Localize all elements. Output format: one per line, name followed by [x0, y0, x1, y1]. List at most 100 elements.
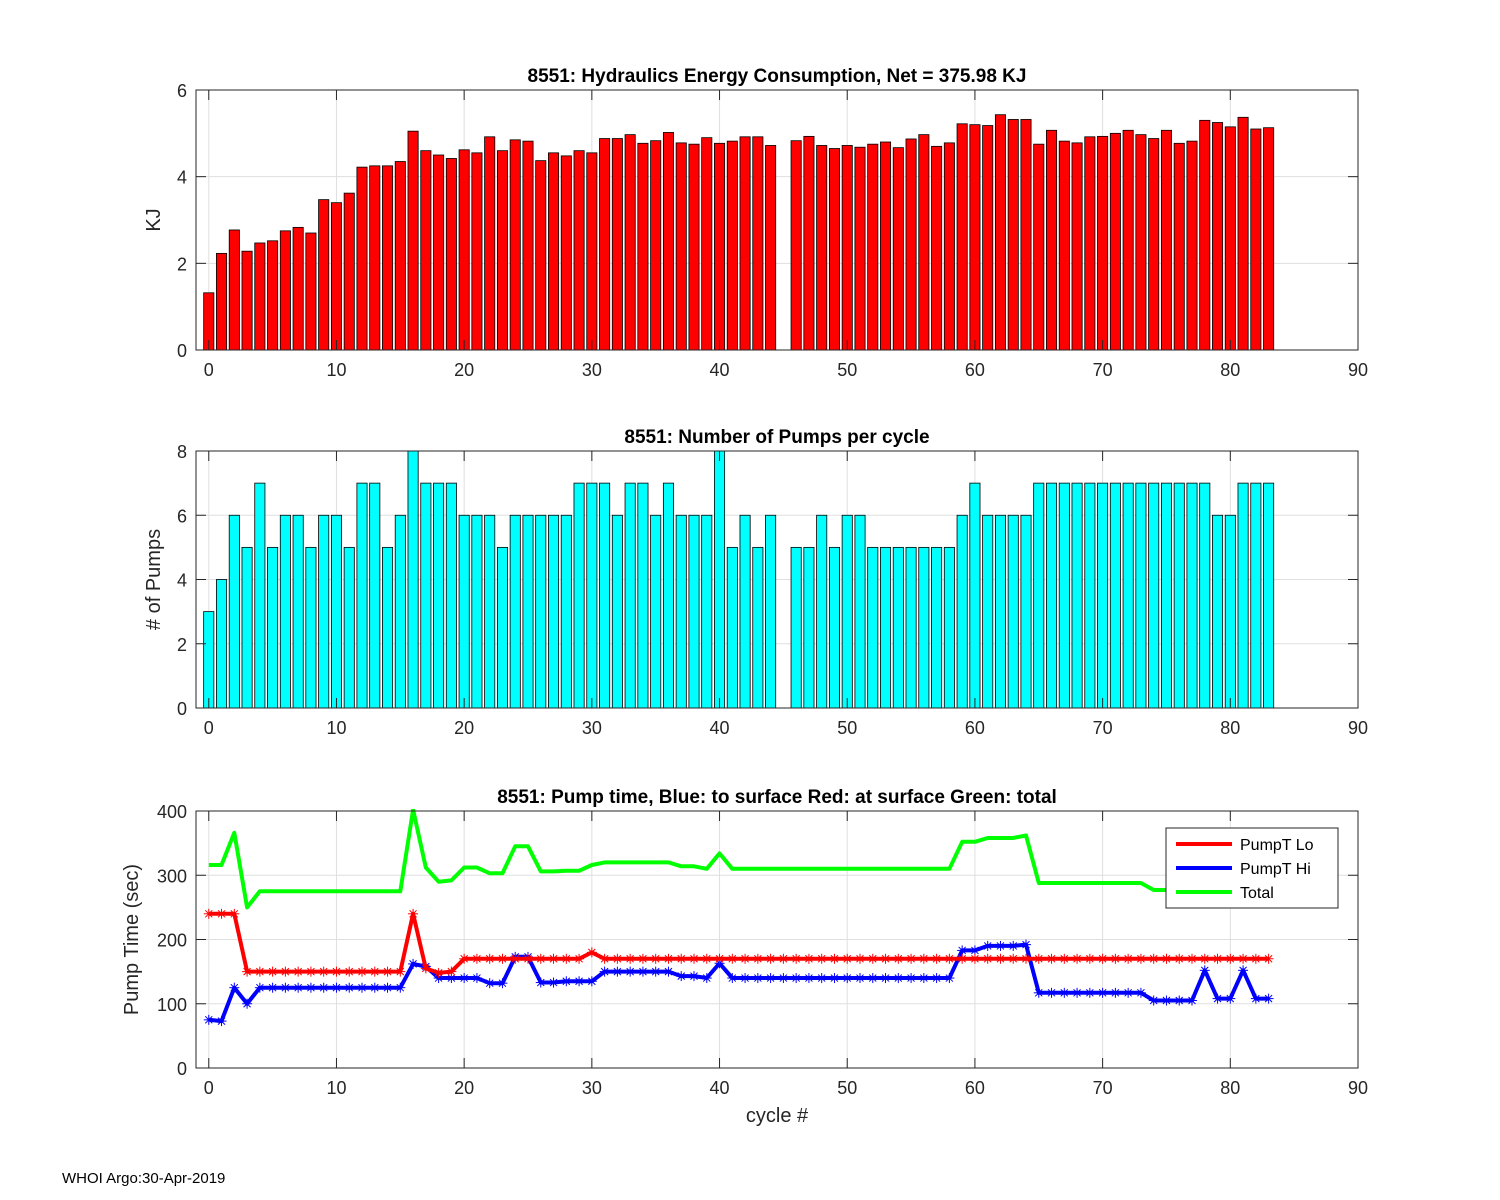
point-marker	[1046, 987, 1057, 998]
legend-label: Total	[1240, 885, 1274, 902]
x-tick-label: 20	[454, 718, 474, 738]
point-marker	[574, 953, 585, 964]
x-tick-label: 80	[1220, 718, 1240, 738]
legend-label: PumpT Lo	[1240, 837, 1314, 854]
point-marker	[1161, 953, 1172, 964]
point-marker	[1174, 995, 1185, 1006]
point-marker	[714, 953, 725, 964]
bar	[982, 125, 994, 351]
x-tick-label: 90	[1348, 718, 1368, 738]
bar	[1135, 134, 1147, 351]
bar	[892, 546, 904, 709]
y-tick-label: 6	[177, 81, 187, 101]
bar	[241, 250, 253, 351]
bar	[305, 232, 317, 351]
point-marker	[944, 953, 955, 964]
bar	[496, 546, 508, 709]
bar	[458, 514, 470, 709]
x-tick-label: 0	[204, 718, 214, 738]
chart-panel-1: 0 10 20 30 40 50 60 70 80 90 0 2 4 6 8551: Hydraulics …	[143, 66, 1368, 380]
point-marker	[625, 966, 636, 977]
bar	[1173, 482, 1185, 709]
bar	[599, 138, 611, 351]
point-marker	[701, 953, 712, 964]
point-marker	[1008, 953, 1019, 964]
footer-label: WHOI Argo:30-Apr-2019	[62, 1170, 226, 1187]
bar	[1046, 129, 1058, 351]
bar	[1224, 514, 1236, 709]
bar	[828, 546, 840, 709]
x-tick-label: 10	[326, 718, 346, 738]
bar	[356, 166, 368, 351]
point-marker	[459, 953, 470, 964]
point-marker	[1021, 953, 1031, 964]
bar	[279, 230, 291, 351]
bar	[1084, 136, 1096, 351]
point-marker	[1250, 993, 1261, 1004]
x-tick-label: 30	[582, 718, 602, 738]
point-marker	[1033, 987, 1044, 998]
bar	[1097, 482, 1109, 709]
point-marker	[906, 973, 917, 984]
bar	[841, 145, 853, 351]
bar	[216, 579, 228, 709]
point-marker	[1135, 987, 1146, 998]
point-marker	[918, 973, 929, 984]
point-marker	[650, 966, 661, 977]
bar	[548, 514, 560, 709]
point-marker	[676, 953, 687, 964]
bar	[1007, 119, 1019, 351]
point-marker	[995, 940, 1006, 951]
point-marker	[229, 982, 240, 993]
bar	[765, 514, 777, 709]
point-marker	[944, 973, 955, 984]
point-marker	[497, 978, 508, 989]
x-tick-label: 10	[326, 360, 346, 380]
bar	[662, 132, 674, 351]
point-marker	[1033, 953, 1044, 964]
bar	[637, 482, 649, 709]
point-marker	[510, 953, 521, 964]
point-marker	[855, 973, 865, 984]
point-marker	[1110, 953, 1121, 964]
point-marker	[395, 982, 406, 993]
y-tick-label: 4	[177, 571, 187, 591]
point-marker	[305, 982, 316, 993]
point-marker	[1187, 953, 1197, 964]
bar	[522, 514, 534, 709]
bar	[1084, 482, 1096, 709]
point-marker	[676, 971, 687, 982]
point-marker	[305, 966, 316, 977]
point-marker	[637, 966, 648, 977]
point-marker	[778, 973, 789, 984]
point-marker	[740, 973, 751, 984]
point-marker	[318, 966, 329, 977]
point-marker	[254, 982, 265, 993]
point-marker	[535, 977, 546, 988]
bar	[509, 514, 521, 709]
x-tick-label: 0	[204, 360, 214, 380]
bar	[688, 514, 700, 709]
bar	[739, 514, 751, 709]
chart-title: 8551: Number of Pumps per cycle	[624, 427, 929, 448]
y-tick-label: 8	[177, 442, 187, 462]
bar	[254, 482, 266, 709]
point-marker	[369, 982, 380, 993]
bar	[228, 229, 240, 351]
point-marker	[586, 947, 597, 958]
point-marker	[1135, 953, 1146, 964]
bar	[765, 145, 777, 351]
bar	[1135, 482, 1147, 709]
bar	[509, 139, 521, 351]
bar	[675, 142, 687, 351]
bar	[1122, 129, 1134, 351]
bar	[267, 240, 279, 351]
series-line-total	[208, 809, 1269, 910]
point-marker	[1148, 995, 1159, 1006]
point-marker	[842, 973, 853, 984]
point-marker	[242, 966, 253, 977]
point-marker	[880, 953, 891, 964]
point-marker	[727, 973, 738, 984]
point-marker	[523, 953, 533, 964]
bar	[241, 546, 253, 709]
